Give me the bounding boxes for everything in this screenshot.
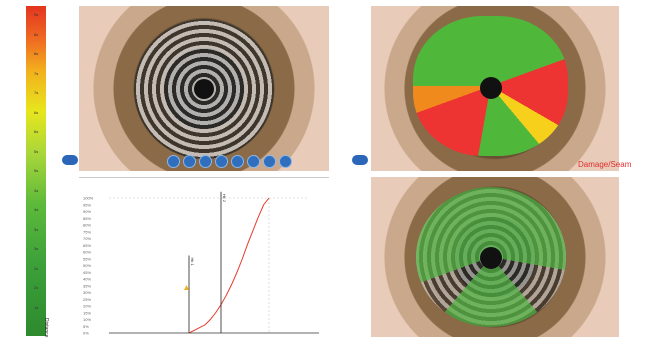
scale-tick: 9s: [34, 12, 39, 17]
overlay-button[interactable]: [247, 155, 260, 168]
scale-tick: 3s: [34, 226, 39, 232]
y-tick-label: 40%: [83, 277, 91, 282]
y-tick-label: 65%: [83, 243, 91, 248]
y-tick-label: 5%: [83, 324, 89, 329]
warning-icon: [184, 285, 189, 290]
scale-tick: 2s: [34, 285, 39, 290]
scale-tick: 7s: [34, 90, 39, 95]
cumulative-chart: 100% 95% 90% 85% 80% 75% 70% 65% 60% 55% 50% 45% 40%…: [79, 177, 329, 338]
marker-label: Hk 1: [190, 258, 195, 267]
scale-tick: 1s: [34, 304, 39, 310]
scale-tick: 4s: [34, 207, 39, 212]
y-tick-label: 30%: [83, 290, 91, 295]
y-tick-label: 60%: [83, 250, 91, 255]
left-panel-toggle[interactable]: [62, 155, 78, 165]
export-button[interactable]: [263, 155, 276, 168]
pupil: [194, 79, 214, 99]
y-tick-label: 50%: [83, 263, 91, 268]
scale-tick: 7s: [34, 70, 39, 76]
settings-button[interactable]: [279, 155, 292, 168]
y-tick-label: 35%: [83, 283, 91, 288]
chart-svg: 100%95% 90% 85% 80%75% 70% 65% 60%55% 50% 45% 40%…: [83, 191, 319, 336]
series-line: [188, 197, 270, 334]
scale-tick: 5s: [34, 168, 39, 173]
scale-tick: 8s: [34, 31, 39, 37]
y-tick-label: 15%: [83, 310, 91, 315]
y-tick-label: 45%: [83, 270, 91, 275]
marker-label: Hk 2: [222, 194, 227, 203]
scale-tick: 5s: [34, 148, 39, 154]
scale-axis-label: Distance: [43, 318, 49, 338]
y-tick-label: 25%: [83, 297, 91, 302]
viewer-toolbar: [167, 155, 292, 169]
y-tick-label: 20%: [83, 304, 91, 309]
eye-image-top-left[interactable]: [79, 6, 329, 171]
y-tick-label: 95%: [83, 202, 91, 207]
color-scale: [26, 6, 46, 336]
y-tick-label: 80%: [83, 223, 91, 228]
y-tick-label: 75%: [83, 229, 91, 234]
scale-tick: 6s: [34, 129, 39, 134]
scale-tick: 4s: [34, 187, 39, 193]
reset-button[interactable]: [231, 155, 244, 168]
scale-tick: 6s: [34, 109, 39, 115]
y-tick-label: 55%: [83, 256, 91, 261]
y-tick-label: 85%: [83, 216, 91, 221]
right-panel-toggle[interactable]: [352, 155, 368, 165]
pupil: [480, 77, 502, 99]
y-tick-label: 90%: [83, 209, 91, 214]
zoom-in-button[interactable]: [167, 155, 180, 168]
zoom-out-button[interactable]: [183, 155, 196, 168]
eye-image-bottom-right[interactable]: [371, 177, 619, 337]
damage-label: Damage/Seam: [578, 160, 632, 169]
y-tick-label: 100%: [83, 196, 94, 201]
scale-tick: 3s: [34, 246, 39, 251]
y-tick-label: 70%: [83, 236, 91, 241]
scale-tick: 8s: [34, 51, 39, 56]
scale-tick: 2s: [34, 265, 39, 271]
rotate-left-button[interactable]: [199, 155, 212, 168]
y-tick-label: 0%: [83, 331, 89, 336]
eye-image-top-right[interactable]: [371, 6, 619, 171]
rotate-right-button[interactable]: [215, 155, 228, 168]
y-tick-label: 10%: [83, 317, 91, 322]
pupil: [480, 247, 502, 269]
